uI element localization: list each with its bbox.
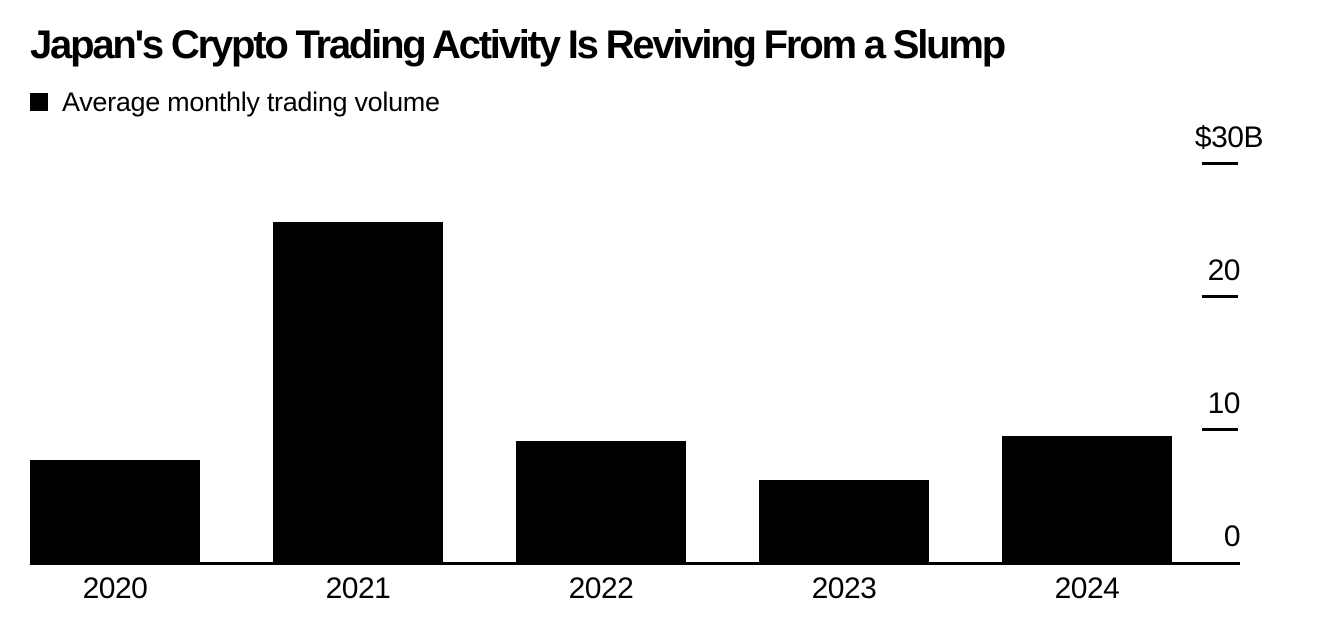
x-tick-label: 2020: [82, 572, 148, 605]
x-tick-label: 2024: [1054, 572, 1120, 605]
bar-2023: [759, 480, 929, 562]
bar-2020: [30, 460, 200, 562]
x-tick-label: 2022: [568, 572, 634, 605]
y-tick-label: 10: [1207, 387, 1241, 420]
y-tick-label: $30B: [1194, 121, 1264, 154]
chart-title: Japan's Crypto Trading Activity Is Reviv…: [30, 23, 1006, 67]
y-tick-line: [1202, 428, 1238, 431]
y-tick-line: [1202, 295, 1238, 298]
bar-2024: [1002, 436, 1172, 562]
legend-swatch-icon: [30, 93, 48, 111]
y-tick-label: 0: [1223, 520, 1241, 553]
x-tick-label: 2023: [811, 572, 877, 605]
legend: Average monthly trading volume: [30, 88, 440, 116]
x-tick-label: 2021: [325, 572, 391, 605]
y-tick-label: 20: [1207, 254, 1241, 287]
bar-2022: [516, 441, 686, 562]
legend-label: Average monthly trading volume: [62, 87, 440, 117]
bar-2021: [273, 222, 443, 562]
x-axis-line: [30, 562, 1240, 565]
y-tick-line: [1202, 162, 1238, 165]
